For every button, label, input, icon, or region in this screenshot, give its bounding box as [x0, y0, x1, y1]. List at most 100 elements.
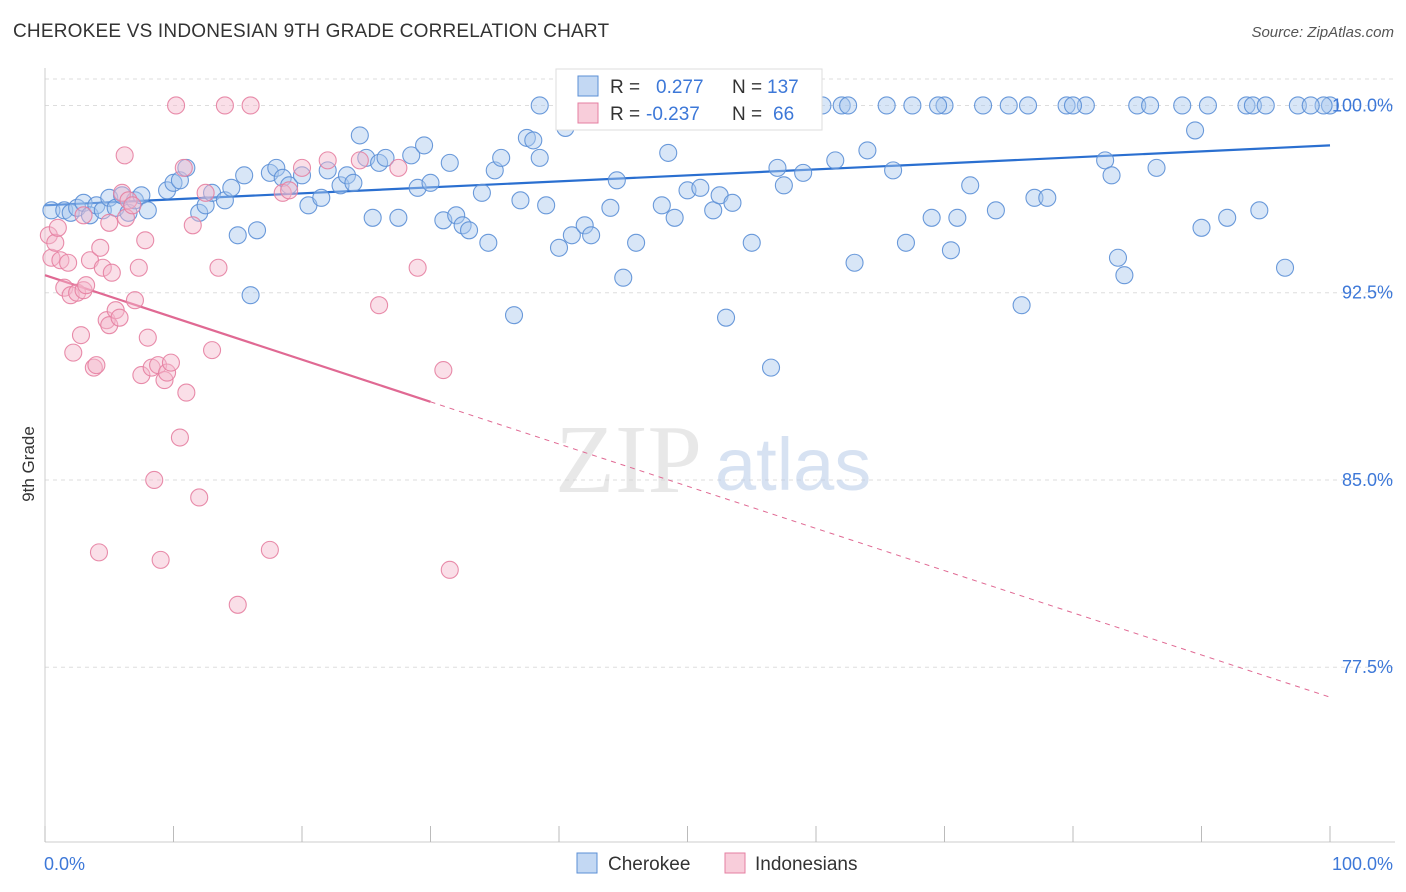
- data-point-indonesians: [370, 296, 389, 315]
- data-point-indonesians: [292, 158, 312, 177]
- data-point-indonesians: [59, 253, 78, 272]
- data-point-cherokee: [511, 191, 530, 210]
- data-point-indonesians: [260, 540, 279, 559]
- data-point-cherokee: [1301, 96, 1320, 115]
- data-point-cherokee: [794, 163, 813, 182]
- data-point-cherokee: [1108, 248, 1128, 267]
- watermark-atlas: atlas: [715, 423, 871, 506]
- data-point-cherokee: [929, 96, 948, 115]
- data-point-indonesians: [190, 488, 209, 507]
- data-point-indonesians: [167, 96, 186, 115]
- data-point-cherokee: [1012, 296, 1031, 315]
- legend-swatch-cherokee: [577, 75, 599, 97]
- bottom-legend-swatch-indonesians: [724, 852, 746, 874]
- legend-r-value-indonesians: -0.237: [646, 104, 700, 125]
- x-tick-label: 100.0%: [1332, 854, 1393, 874]
- data-point-indonesians: [241, 96, 260, 115]
- data-point-indonesians: [74, 281, 93, 300]
- data-point-cherokee: [280, 176, 299, 195]
- source-credit: Source: ZipAtlas.com: [1251, 24, 1394, 41]
- data-point-cherokee: [761, 358, 781, 377]
- data-point-cherokee: [1288, 96, 1307, 115]
- data-point-cherokee: [241, 286, 260, 305]
- legend-r-label-1: R =: [610, 77, 640, 98]
- data-point-indonesians: [102, 263, 121, 282]
- data-point-cherokee: [691, 178, 710, 197]
- data-point-cherokee: [986, 201, 1005, 220]
- data-point-cherokee: [235, 166, 254, 185]
- data-point-cherokee: [562, 226, 581, 245]
- y-tick-label: 85.0%: [1342, 470, 1393, 490]
- data-point-indonesians: [91, 238, 110, 257]
- trend-line-solid-1: [44, 274, 431, 403]
- data-point-indonesians: [123, 196, 142, 215]
- data-point-cherokee: [723, 193, 742, 212]
- bottom-legend-swatch-cherokee: [576, 852, 598, 874]
- data-point-indonesians: [46, 233, 65, 252]
- data-point-indonesians: [93, 258, 112, 277]
- data-point-cherokee: [652, 196, 671, 215]
- data-point-cherokee: [350, 126, 369, 145]
- legend-r-value-cherokee: 0.277: [656, 77, 704, 98]
- data-point-cherokee: [1243, 96, 1262, 115]
- data-point-cherokee: [999, 96, 1018, 115]
- data-point-cherokee: [1115, 266, 1134, 285]
- data-point-indonesians: [209, 258, 228, 277]
- y-tick-label: 92.5%: [1342, 283, 1393, 303]
- series-legend: Cherokee Indonesians: [576, 852, 857, 875]
- data-point-indonesians: [350, 151, 369, 170]
- data-point-cherokee: [896, 233, 916, 252]
- data-point-cherokee: [1057, 96, 1076, 115]
- data-point-cherokee: [1025, 188, 1044, 207]
- data-point-cherokee: [839, 96, 858, 115]
- data-point-cherokee: [530, 96, 549, 115]
- data-point-cherokee: [415, 136, 434, 155]
- data-point-cherokee: [318, 161, 337, 180]
- correlation-legend: R = 0.277 N = 137 R = -0.237 N = 66: [555, 68, 823, 131]
- data-point-cherokee: [614, 268, 633, 287]
- data-point-indonesians: [71, 326, 91, 345]
- data-point-cherokee: [941, 241, 960, 260]
- data-point-cherokee: [1063, 96, 1083, 115]
- data-point-cherokee: [363, 208, 382, 227]
- data-point-cherokee: [665, 208, 684, 227]
- data-point-cherokee: [222, 178, 241, 197]
- data-point-cherokee: [524, 131, 543, 150]
- legend-r-label-2: R =: [610, 104, 640, 125]
- data-point-indonesians: [155, 371, 174, 390]
- data-point-cherokee: [472, 183, 491, 202]
- data-point-indonesians: [132, 366, 151, 385]
- data-point-cherokee: [1256, 96, 1275, 115]
- data-point-cherokee: [601, 198, 620, 217]
- legend-n-value-indonesians: 66: [773, 104, 794, 125]
- legend-n-label-2: N =: [732, 104, 762, 125]
- data-point-cherokee: [716, 308, 736, 327]
- data-point-cherokee: [961, 176, 980, 195]
- trend-line-dashed-1: [430, 401, 1331, 698]
- legend-n-value-cherokee: 137: [767, 77, 799, 98]
- data-point-cherokee: [228, 226, 247, 245]
- data-point-cherokee: [877, 96, 896, 115]
- data-point-cherokee: [1198, 96, 1217, 115]
- data-point-indonesians: [113, 183, 132, 202]
- data-point-cherokee: [922, 208, 941, 227]
- data-point-cherokee: [1192, 218, 1211, 237]
- y-tick-label: 100.0%: [1332, 95, 1393, 115]
- legend-box: [555, 68, 823, 131]
- data-point-cherokee: [582, 226, 601, 245]
- legend-swatch-indonesians: [577, 102, 599, 124]
- data-point-cherokee: [459, 221, 479, 240]
- data-point-cherokee: [421, 173, 440, 192]
- data-point-cherokee: [1186, 121, 1205, 140]
- data-point-indonesians: [110, 308, 129, 327]
- data-point-cherokee: [935, 96, 954, 115]
- trend-line-solid-0: [44, 144, 1331, 207]
- data-point-cherokee: [1128, 96, 1147, 115]
- data-point-indonesians: [183, 216, 202, 235]
- data-point-indonesians: [100, 316, 119, 335]
- data-point-indonesians: [174, 158, 193, 177]
- data-point-indonesians: [87, 356, 106, 375]
- data-point-indonesians: [77, 276, 96, 295]
- data-point-indonesians: [158, 363, 177, 382]
- data-point-cherokee: [1018, 96, 1038, 115]
